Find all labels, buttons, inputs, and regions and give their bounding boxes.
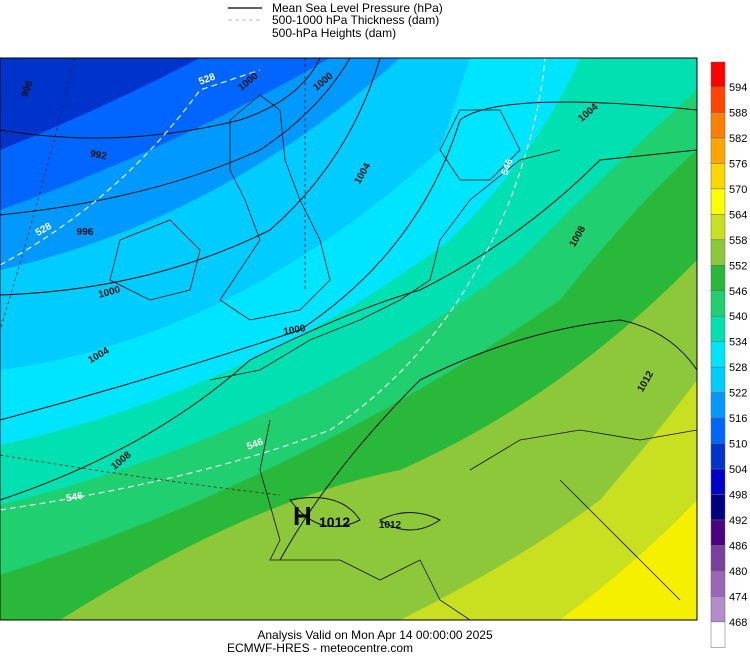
colorbar-swatch	[710, 86, 726, 113]
legend-label: Mean Sea Level Pressure (hPa)	[272, 1, 443, 15]
colorbar-label: 594	[729, 82, 747, 94]
colorbar-swatch	[710, 443, 726, 470]
colorbar-swatch	[710, 137, 726, 164]
colorbar-label: 576	[729, 158, 747, 170]
colorbar-swatch	[710, 468, 726, 495]
colorbar-swatch	[710, 341, 726, 368]
colorbar-swatch	[710, 596, 726, 623]
contour-label: 546	[65, 491, 84, 505]
colorbar-label: 474	[729, 591, 747, 603]
map: 996 528 1000 100099299652810001004100010041…	[0, 57, 698, 621]
colorbar-swatch	[710, 545, 726, 572]
colorbar-label: 534	[729, 337, 747, 349]
colorbar-swatch	[710, 61, 726, 88]
colorbar-swatch	[710, 239, 726, 266]
colorbar-label: 588	[729, 107, 747, 119]
colorbar-swatch	[710, 366, 726, 393]
colorbar-label: 540	[729, 311, 747, 323]
colorbar-swatch	[710, 494, 726, 521]
footer-line: ECMWF-HRES - meteocentre.com	[227, 641, 413, 655]
colorbar-swatch	[710, 392, 726, 419]
colorbar-label: 558	[729, 235, 747, 247]
colorbar-label: 504	[729, 464, 747, 476]
colorbar-swatch	[710, 163, 726, 190]
colorbar-swatch	[710, 290, 726, 317]
colorbar: 594 588 582 576 570 564 558 552 546 540 534 528 522 5…	[710, 61, 747, 648]
high-symbol: H	[293, 501, 312, 531]
colorbar-label: 552	[729, 260, 747, 272]
colorbar-label: 522	[729, 388, 747, 400]
height-lines	[0, 58, 306, 496]
colorbar-label: 564	[729, 209, 747, 221]
colorbar-swatch	[710, 265, 726, 292]
high-value: 1012	[319, 514, 350, 530]
colorbar-swatch	[710, 417, 726, 444]
colorbar-label: 516	[729, 413, 747, 425]
footer-line: Analysis Valid on Mon Apr 14 00:00:00 20…	[257, 628, 493, 642]
colorbar-label: 486	[729, 540, 747, 552]
colorbar-label: 582	[729, 133, 747, 145]
colorbar-swatch	[710, 519, 726, 546]
contour-label: 1012	[379, 520, 402, 531]
legend-label: 500-1000 hPa Thickness (dam)	[272, 13, 439, 27]
colorbar-swatch	[710, 214, 726, 241]
legend: Mean Sea Level Pressure (hPa) 500-1000 h…	[228, 1, 443, 40]
band	[60, 260, 697, 620]
colorbar-swatch	[710, 188, 726, 215]
colorbar-swatch	[710, 621, 726, 648]
legend-label: 500-hPa Heights (dam)	[272, 26, 396, 40]
contour-label: 1000	[283, 323, 307, 338]
map-frame	[0, 57, 698, 621]
colorbar-label: 480	[729, 566, 747, 578]
contour-label: 996	[77, 227, 94, 238]
band	[560, 500, 697, 620]
colorbar-label: 492	[729, 515, 747, 527]
colorbar-label: 510	[729, 439, 747, 451]
colorbar-label: 570	[729, 184, 747, 196]
colorbar-swatch	[710, 112, 726, 139]
band	[400, 380, 697, 620]
contour-label: 992	[89, 149, 108, 163]
isobars	[0, 58, 697, 561]
colorbar-swatch	[710, 315, 726, 342]
colorbar-label: 528	[729, 362, 747, 374]
colorbar-label: 468	[729, 617, 747, 629]
colorbar-label: 498	[729, 490, 747, 502]
coastlines	[109, 94, 697, 620]
colorbar-swatch	[710, 570, 726, 597]
colorbar-label: 546	[729, 286, 747, 298]
